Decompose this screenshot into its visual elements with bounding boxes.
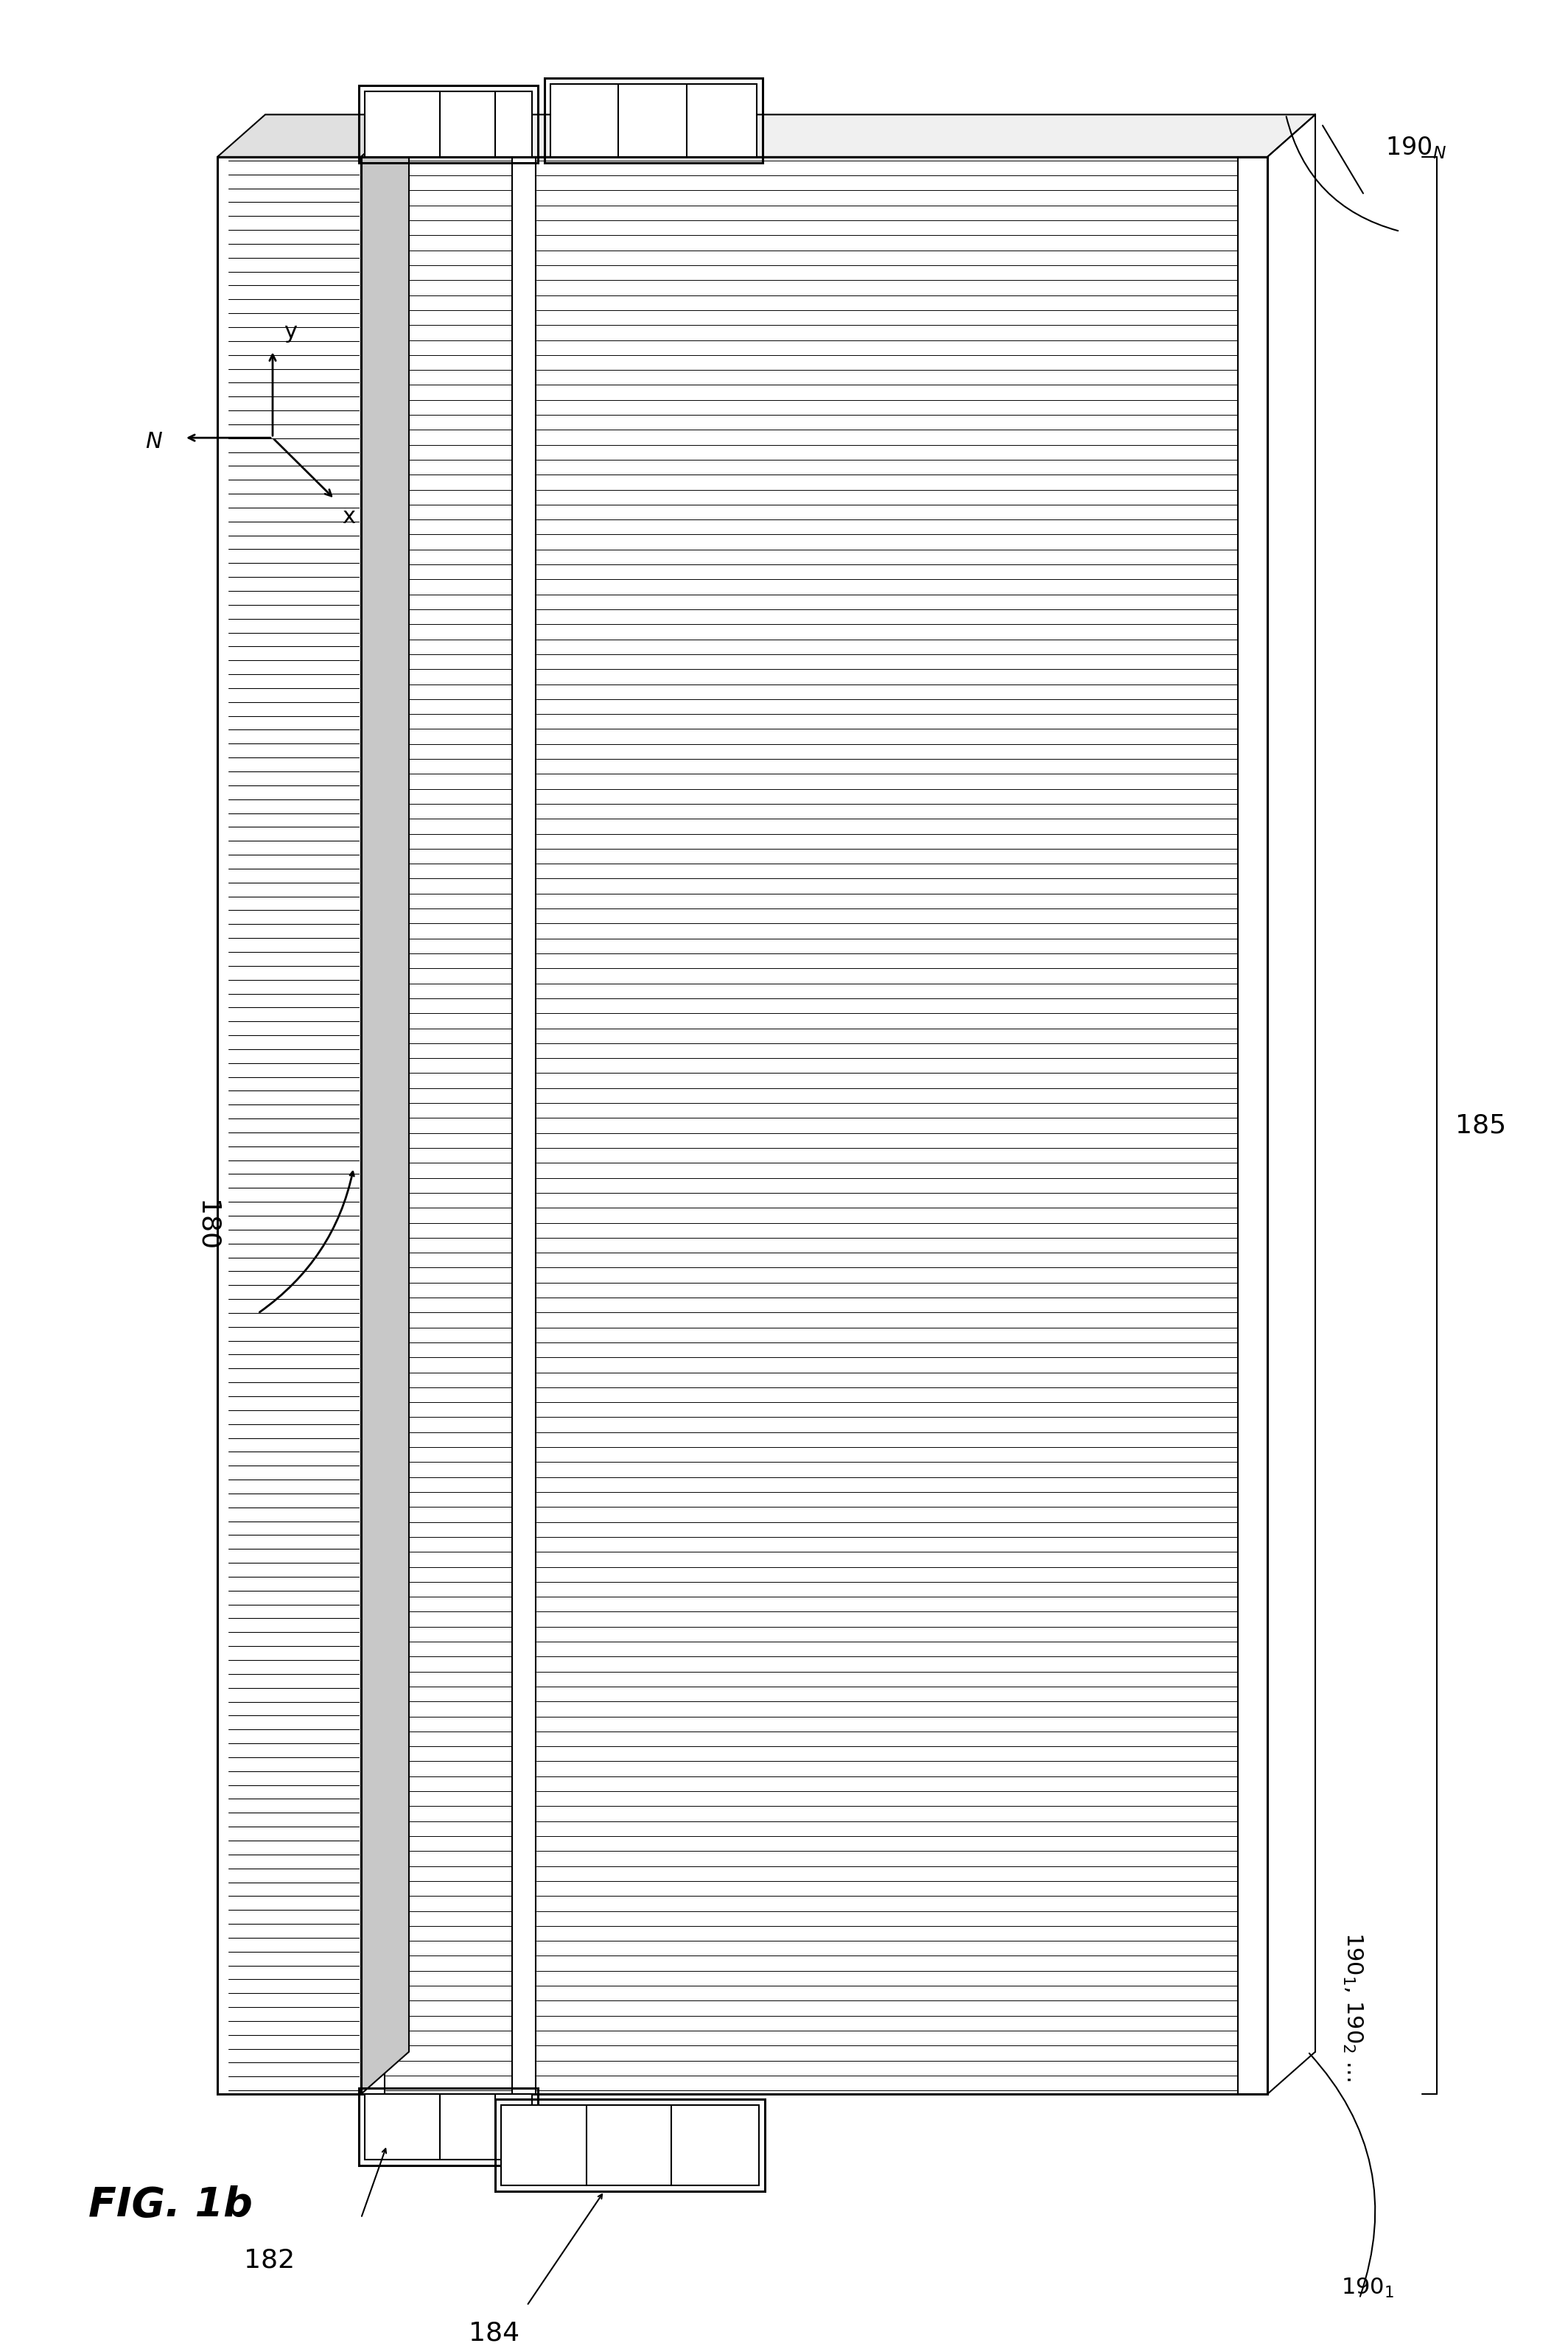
- Bar: [1237, 157, 1267, 2095]
- Bar: [544, 77, 762, 162]
- Text: 190$_N$: 190$_N$: [1385, 136, 1446, 160]
- Bar: [361, 157, 1267, 2095]
- Text: 184: 184: [469, 2320, 519, 2346]
- Text: x: x: [342, 507, 356, 528]
- Polygon shape: [218, 115, 409, 157]
- Text: FIG. 1b: FIG. 1b: [88, 2186, 252, 2226]
- Text: 185: 185: [1455, 1112, 1507, 1138]
- Bar: [502, 2104, 759, 2186]
- Polygon shape: [361, 115, 409, 2095]
- Text: N: N: [146, 432, 162, 453]
- Bar: [218, 157, 361, 2095]
- Text: 180: 180: [194, 1201, 220, 1250]
- Bar: [365, 2095, 532, 2161]
- Text: 190$_1$, 190$_2$ ...: 190$_1$, 190$_2$ ...: [1341, 1931, 1364, 2081]
- Bar: [495, 2100, 765, 2191]
- Bar: [359, 84, 538, 162]
- Bar: [513, 157, 536, 2095]
- Text: y: y: [284, 321, 296, 343]
- Bar: [550, 84, 757, 157]
- Bar: [359, 2088, 538, 2165]
- Bar: [361, 157, 384, 2095]
- Text: 182: 182: [243, 2247, 295, 2273]
- Polygon shape: [361, 115, 1316, 157]
- Text: 190$_1$: 190$_1$: [1341, 2276, 1394, 2299]
- Bar: [365, 91, 532, 157]
